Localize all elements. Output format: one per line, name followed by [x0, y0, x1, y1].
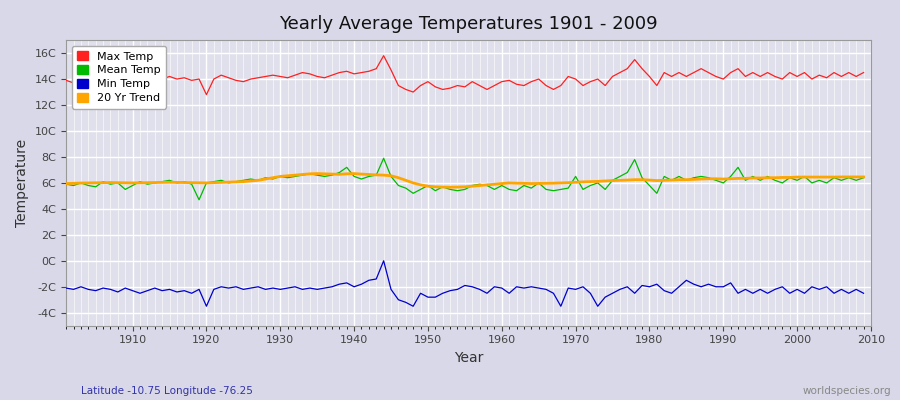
- X-axis label: Year: Year: [454, 351, 483, 365]
- Text: Latitude -10.75 Longitude -76.25: Latitude -10.75 Longitude -76.25: [81, 386, 253, 396]
- Text: worldspecies.org: worldspecies.org: [803, 386, 891, 396]
- Y-axis label: Temperature: Temperature: [15, 139, 29, 227]
- Title: Yearly Average Temperatures 1901 - 2009: Yearly Average Temperatures 1901 - 2009: [279, 15, 658, 33]
- Legend: Max Temp, Mean Temp, Min Temp, 20 Yr Trend: Max Temp, Mean Temp, Min Temp, 20 Yr Tre…: [72, 46, 166, 108]
